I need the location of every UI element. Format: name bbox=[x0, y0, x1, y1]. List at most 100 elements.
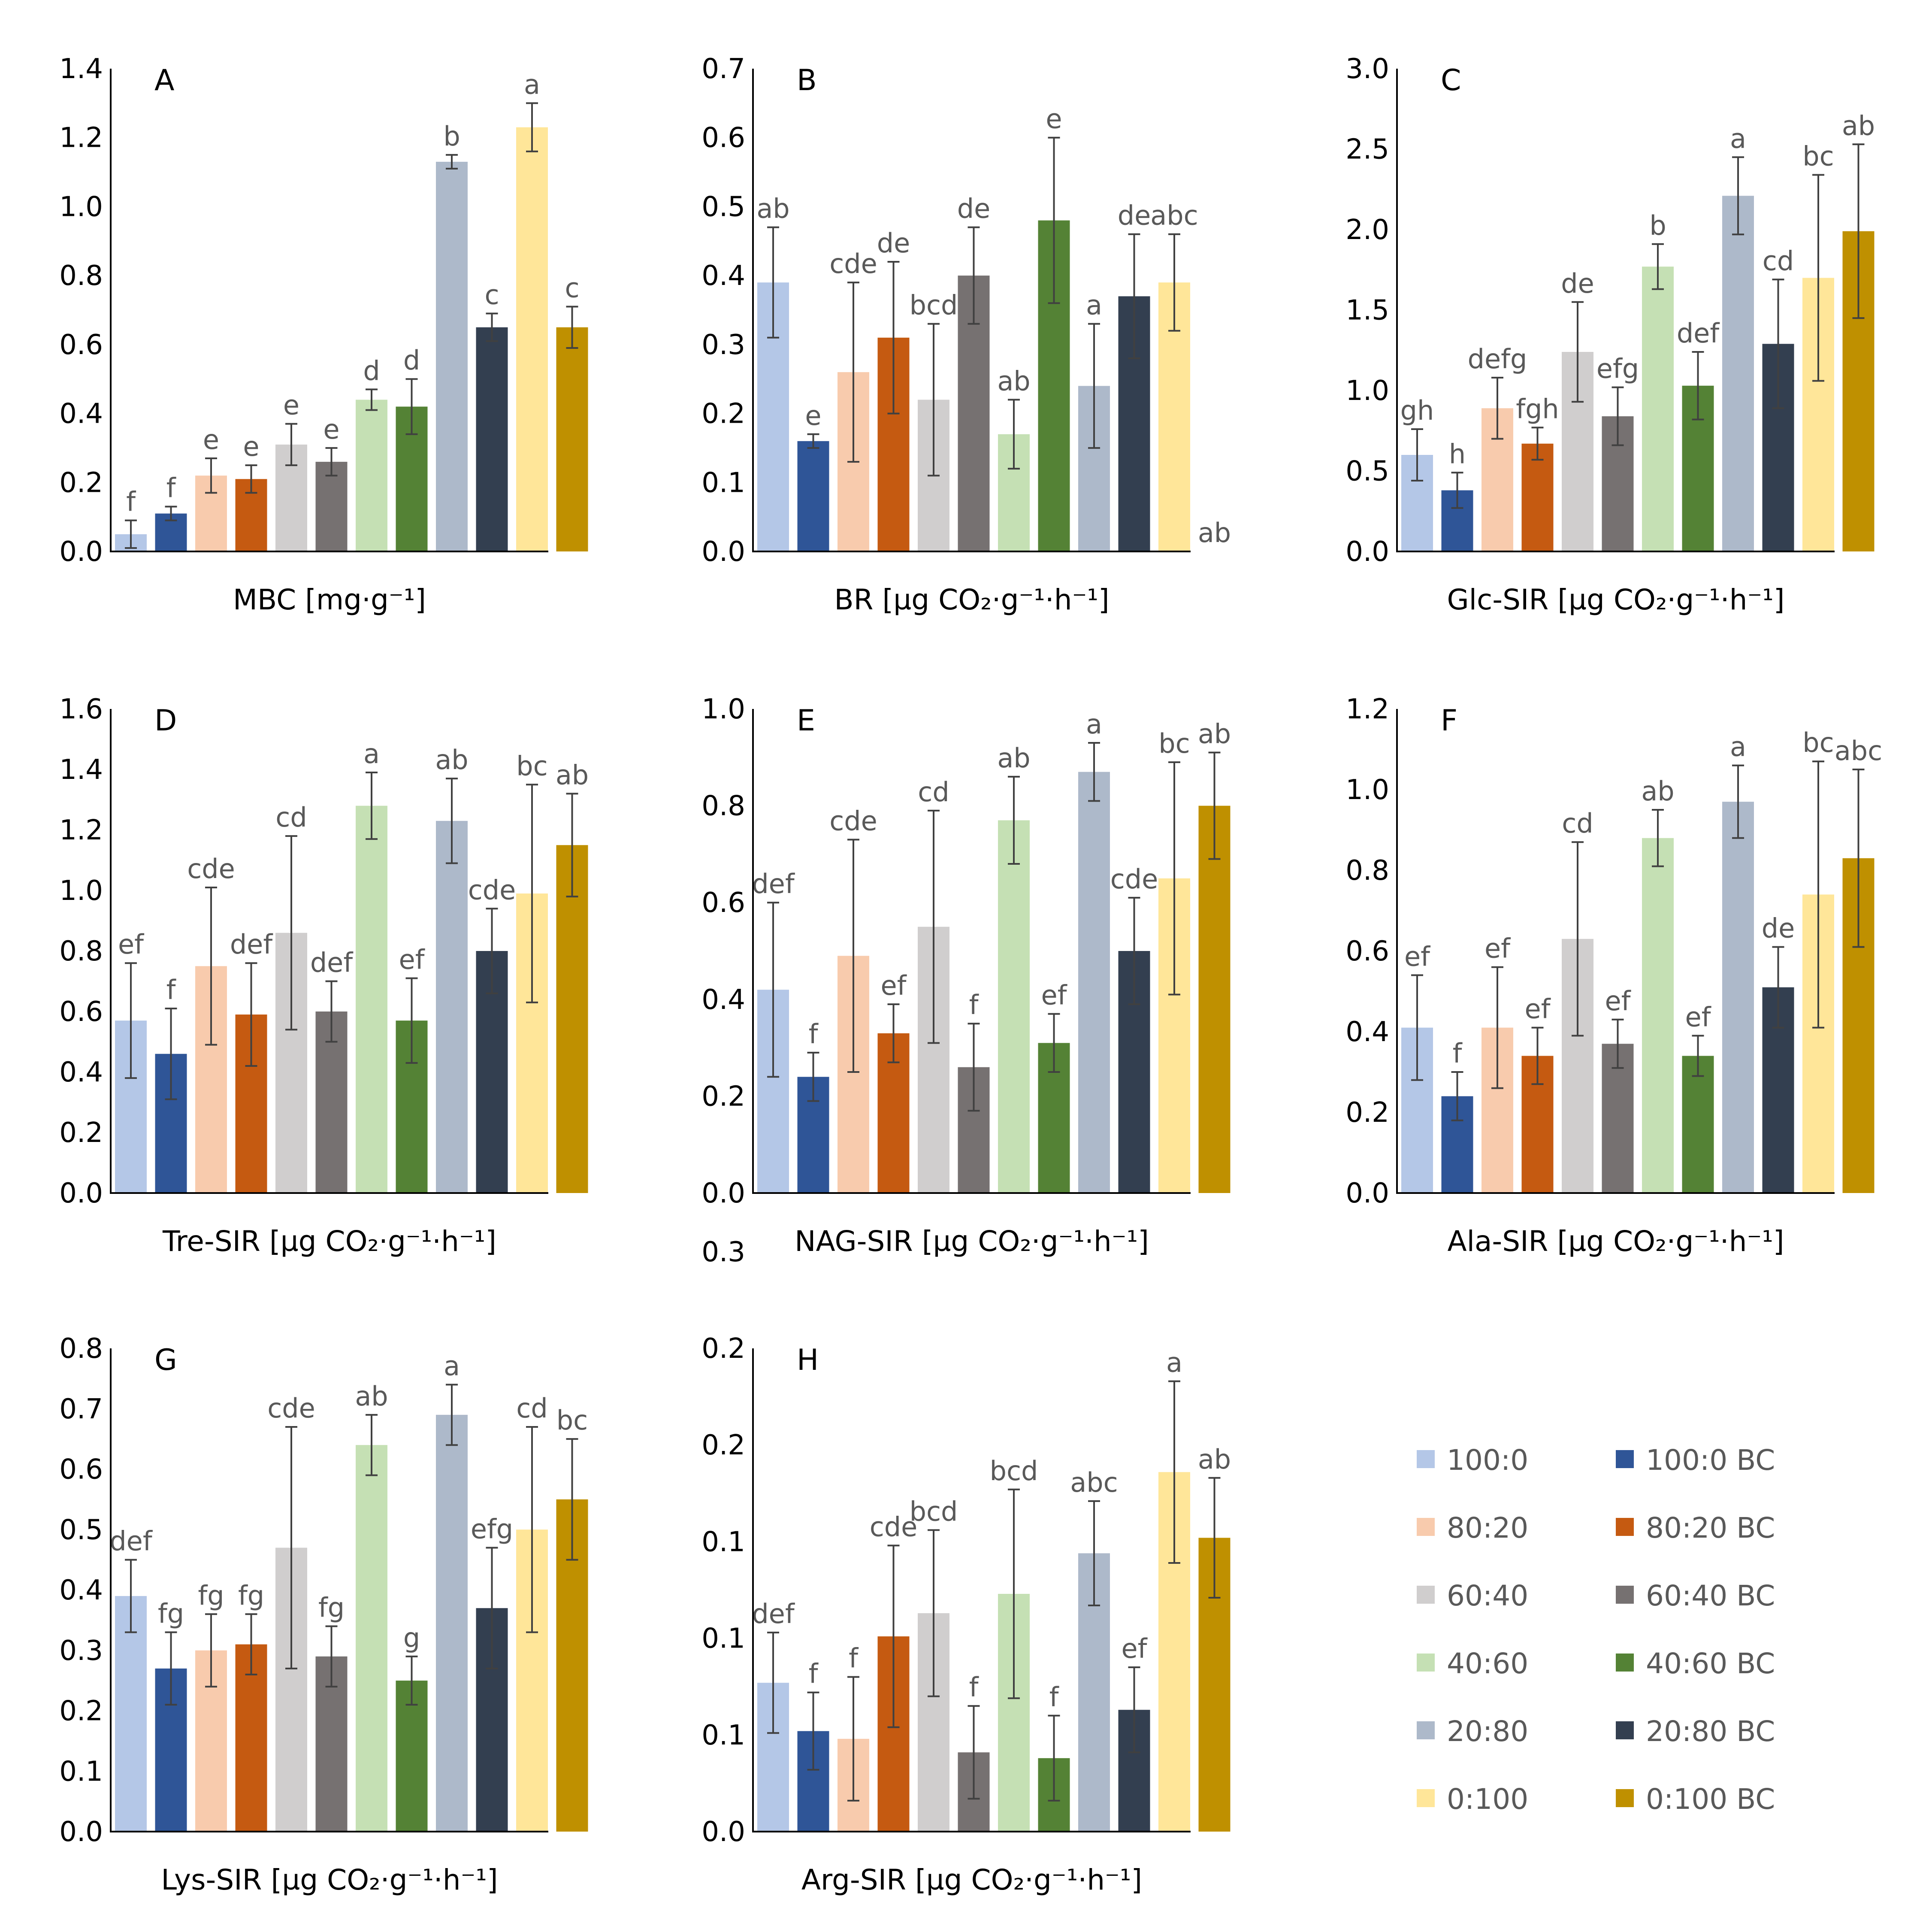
significance-letter: bc bbox=[1802, 727, 1834, 758]
error-bar-8 bbox=[1048, 1714, 1060, 1802]
legend-label-9: 20:80 bbox=[1447, 1715, 1528, 1748]
significance-letter: def bbox=[230, 929, 274, 960]
significance-letter: fg bbox=[318, 1592, 345, 1623]
error-bar-3 bbox=[847, 1676, 859, 1802]
significance-letter: a bbox=[524, 69, 540, 100]
bar-12 bbox=[556, 327, 588, 551]
significance-letter: e bbox=[323, 414, 339, 445]
bar-11 bbox=[516, 127, 548, 551]
y-tick-label: 1.0 bbox=[701, 694, 745, 725]
error-bar-9 bbox=[446, 778, 458, 864]
significance-letter: ef bbox=[399, 944, 426, 975]
significance-letter: c bbox=[565, 272, 579, 303]
y-tick-label: 1.0 bbox=[1345, 774, 1389, 806]
significance-letter: cde bbox=[187, 853, 235, 884]
error-bar-7 bbox=[1008, 399, 1020, 470]
error-bar-8 bbox=[405, 378, 418, 435]
y-tick-label: 0.2 bbox=[59, 467, 103, 499]
significance-letter: ab bbox=[997, 742, 1030, 774]
error-bar-8 bbox=[405, 1655, 418, 1706]
significance-letter: ab bbox=[355, 1381, 388, 1412]
significance-letter: ab bbox=[1198, 1444, 1231, 1475]
y-tick-label: 0.0 bbox=[701, 1178, 745, 1209]
y-tick-label: 0.6 bbox=[59, 996, 103, 1028]
significance-letter: ab bbox=[1198, 718, 1231, 750]
significance-letter: cd bbox=[918, 776, 949, 808]
error-bar-6 bbox=[968, 1705, 980, 1800]
legend-label-4: 80:20 BC bbox=[1646, 1511, 1775, 1544]
significance-letter: ef bbox=[1525, 993, 1551, 1025]
bar-7 bbox=[1642, 838, 1674, 1193]
legend-swatch-10 bbox=[1616, 1721, 1634, 1739]
significance-letter: cde bbox=[829, 248, 877, 279]
x-axis-label: Ala-SIR [µg CO₂·g⁻¹·h⁻¹] bbox=[1447, 1225, 1784, 1258]
y-tick-label: 1.0 bbox=[59, 191, 103, 223]
significance-letter: ab bbox=[756, 193, 789, 224]
legend-label-6: 60:40 BC bbox=[1646, 1579, 1775, 1612]
error-bar-1 bbox=[767, 902, 779, 1078]
x-axis-label: Tre-SIR [µg CO₂·g⁻¹·h⁻¹] bbox=[162, 1225, 496, 1258]
panel-letter: C bbox=[1441, 64, 1461, 97]
error-bar-4 bbox=[1531, 427, 1544, 461]
y-tick-label: 0.3 bbox=[701, 1236, 745, 1268]
y-tick-label: 0.6 bbox=[701, 122, 745, 154]
significance-letter: cd bbox=[1562, 808, 1593, 839]
axes bbox=[752, 1348, 1191, 1832]
significance-letter: f bbox=[849, 1643, 859, 1674]
error-bar-9 bbox=[1088, 323, 1100, 449]
bar-7 bbox=[998, 820, 1030, 1193]
significance-letter: f bbox=[969, 1672, 980, 1703]
y-tick-label: 0.1 bbox=[701, 1623, 745, 1655]
bar-1 bbox=[115, 1596, 147, 1832]
x-axis-label: Arg-SIR [µg CO₂·g⁻¹·h⁻¹] bbox=[801, 1863, 1142, 1896]
significance-letter: bc bbox=[1802, 141, 1834, 172]
significance-letter: f bbox=[1453, 1038, 1463, 1069]
error-bar-5 bbox=[285, 835, 297, 1031]
legend-swatch-2 bbox=[1616, 1450, 1634, 1468]
y-tick-label: 0.2 bbox=[701, 1081, 745, 1112]
significance-letter: defg bbox=[1468, 343, 1527, 375]
legend-swatch-4 bbox=[1616, 1518, 1634, 1536]
legend-swatch-8 bbox=[1616, 1654, 1634, 1672]
significance-letter: bc bbox=[1158, 728, 1190, 759]
error-bar-3 bbox=[205, 886, 217, 1046]
error-bar-5 bbox=[285, 1426, 297, 1669]
bar-9 bbox=[436, 821, 468, 1193]
y-tick-label: 0.3 bbox=[701, 329, 745, 361]
y-tick-label: 3.0 bbox=[1345, 53, 1389, 85]
legend: 100:0 100:0 BC 80:20 80:20 BC 60:40 60:40 BC 4… bbox=[1417, 1444, 1775, 1816]
error-bar-10 bbox=[1128, 896, 1140, 1005]
error-bar-5 bbox=[928, 1529, 940, 1697]
error-bar-2 bbox=[807, 1691, 819, 1771]
error-bar-12 bbox=[1852, 143, 1865, 319]
y-tick-label: 2.0 bbox=[1345, 214, 1389, 246]
significance-letter: cd bbox=[516, 1393, 547, 1424]
significance-letter: f bbox=[126, 486, 136, 518]
significance-letter: d bbox=[363, 355, 380, 386]
y-tick-label: 0.4 bbox=[1345, 1016, 1389, 1048]
significance-letter: def bbox=[310, 947, 354, 978]
y-tick-label: 1.5 bbox=[1345, 295, 1389, 327]
significance-letter: cd bbox=[275, 802, 307, 833]
bar-9 bbox=[1078, 772, 1110, 1193]
significance-letter: def bbox=[1677, 318, 1720, 349]
bar-4 bbox=[235, 1644, 267, 1832]
error-bar-12 bbox=[1208, 751, 1221, 860]
error-bar-1 bbox=[767, 1632, 779, 1734]
error-bar-7 bbox=[1008, 775, 1020, 865]
significance-letter: d bbox=[403, 345, 420, 376]
significance-letter: f bbox=[809, 1658, 819, 1690]
legend-swatch-6 bbox=[1616, 1586, 1634, 1604]
y-tick-label: 0.0 bbox=[59, 536, 103, 568]
significance-letter: cde bbox=[829, 806, 877, 837]
bar-9 bbox=[436, 1414, 468, 1832]
significance-letter: a bbox=[1730, 123, 1746, 154]
panel-letter: F bbox=[1441, 704, 1457, 738]
x-axis-label: NAG-SIR [µg CO₂·g⁻¹·h⁻¹] bbox=[795, 1225, 1149, 1258]
significance-letter: b bbox=[1649, 210, 1666, 241]
error-bar-4 bbox=[887, 1544, 900, 1728]
panel-letter: E bbox=[797, 704, 815, 738]
significance-letter: a bbox=[1166, 1347, 1182, 1378]
